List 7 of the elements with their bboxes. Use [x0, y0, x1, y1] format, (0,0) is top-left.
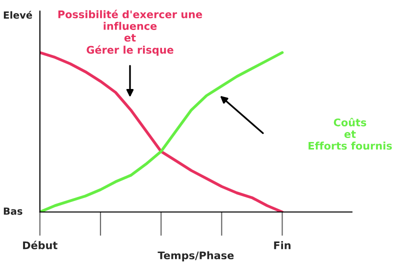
x-axis-title: Temps/Phase: [158, 251, 234, 262]
x-tick-label: Fin: [274, 241, 290, 250]
text: Elevé: [4, 10, 32, 19]
text: Bas: [4, 208, 22, 215]
series-label: Possibilité d'exercer une influence et Gérer le risque: [58, 10, 202, 56]
text: Coûts et Efforts fournis: [308, 118, 392, 150]
x-tick-label: Début: [23, 240, 58, 250]
